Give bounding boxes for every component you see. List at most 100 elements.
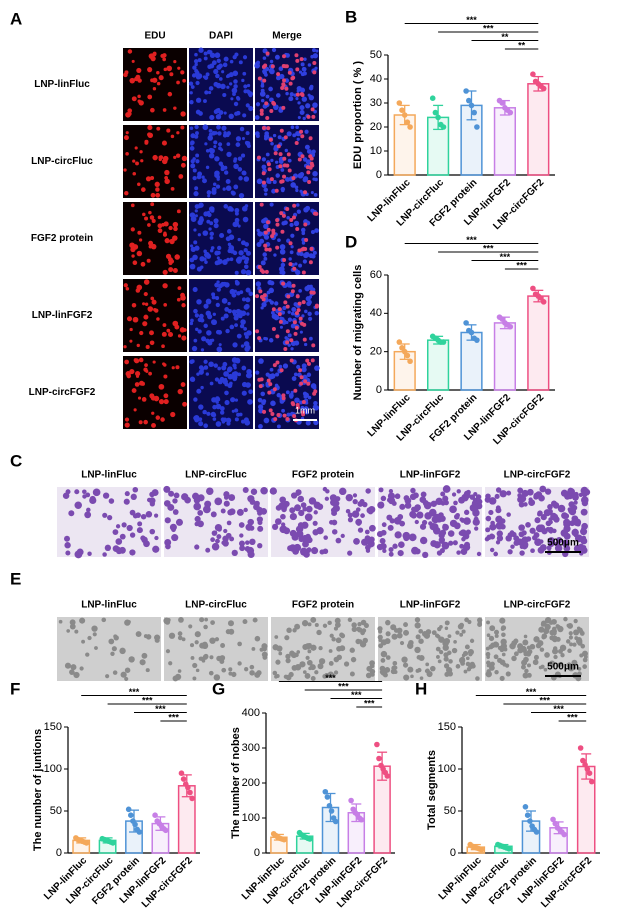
cell <box>529 643 536 650</box>
cell <box>258 289 263 294</box>
cell <box>228 72 234 78</box>
cell <box>517 647 524 654</box>
row-label: LNP-linFluc <box>34 79 90 90</box>
cell <box>300 502 307 508</box>
x-tick-label: LNP-circFGF2 <box>539 855 594 910</box>
cell <box>130 493 137 500</box>
cell <box>233 157 238 161</box>
cell <box>284 148 288 153</box>
cell <box>325 489 330 494</box>
cell <box>64 662 72 669</box>
cell <box>259 111 264 116</box>
cell <box>544 488 552 495</box>
cell <box>307 622 312 627</box>
cell <box>357 527 364 533</box>
cell <box>299 189 303 193</box>
scale-label: 1mm <box>295 405 315 415</box>
cell <box>290 233 295 238</box>
cell <box>303 207 309 213</box>
cell <box>228 671 233 676</box>
micrograph <box>123 279 187 352</box>
cell <box>523 542 529 547</box>
cell <box>465 661 471 667</box>
cell <box>290 125 295 130</box>
cell <box>262 69 267 74</box>
cell <box>302 506 308 512</box>
cell <box>290 182 296 188</box>
cell <box>234 323 238 328</box>
cell <box>567 648 572 654</box>
cell <box>455 664 461 669</box>
cell <box>299 57 304 62</box>
cell <box>189 244 194 248</box>
cell <box>517 487 524 494</box>
cell <box>181 335 187 341</box>
cell <box>463 509 470 516</box>
cell <box>180 70 185 75</box>
cell <box>415 634 421 640</box>
cell <box>87 551 92 556</box>
cell <box>158 75 164 81</box>
cell <box>313 109 317 114</box>
cell <box>307 63 312 67</box>
cell <box>239 545 246 552</box>
cell <box>312 53 318 59</box>
cell <box>127 620 131 624</box>
cell <box>430 665 436 672</box>
cell <box>289 338 294 343</box>
cell <box>215 82 222 89</box>
cell <box>265 152 270 157</box>
cell <box>203 56 208 61</box>
cell <box>444 671 450 677</box>
cell <box>518 531 525 538</box>
cell <box>294 652 299 658</box>
cell <box>173 155 177 160</box>
cell <box>266 220 271 225</box>
cell <box>206 219 211 224</box>
cell <box>391 633 398 640</box>
cell <box>241 78 245 83</box>
cell <box>137 521 143 527</box>
cell <box>216 108 221 112</box>
cell <box>289 650 295 657</box>
cell <box>161 344 165 349</box>
cell <box>177 669 182 673</box>
cell <box>189 321 194 326</box>
cell <box>269 68 275 75</box>
data-point <box>322 788 329 795</box>
cell <box>378 487 384 493</box>
cell <box>233 163 239 170</box>
cell <box>163 363 167 367</box>
cell <box>203 51 208 56</box>
cell <box>150 296 155 301</box>
cell <box>428 521 433 526</box>
cell <box>302 116 306 121</box>
cell <box>280 513 286 520</box>
cell <box>197 171 203 177</box>
cell <box>227 242 232 247</box>
cell <box>265 116 270 121</box>
cell <box>216 346 223 353</box>
cell <box>130 227 135 232</box>
y-axis-label: The number of nobes <box>230 727 242 839</box>
cell <box>442 523 449 531</box>
cell <box>457 623 464 630</box>
cell <box>267 247 272 252</box>
cell <box>142 212 146 217</box>
cell <box>303 190 308 195</box>
cell <box>312 250 317 255</box>
cell <box>403 629 410 636</box>
cell <box>310 676 316 681</box>
cell <box>194 214 198 218</box>
cell <box>291 665 298 671</box>
cell <box>465 656 470 661</box>
cell <box>263 256 268 261</box>
cell <box>163 500 171 507</box>
cell <box>177 286 182 291</box>
cell <box>249 538 256 546</box>
cell <box>286 131 292 137</box>
cell <box>169 259 175 264</box>
cell <box>204 260 208 264</box>
cell <box>300 547 308 555</box>
